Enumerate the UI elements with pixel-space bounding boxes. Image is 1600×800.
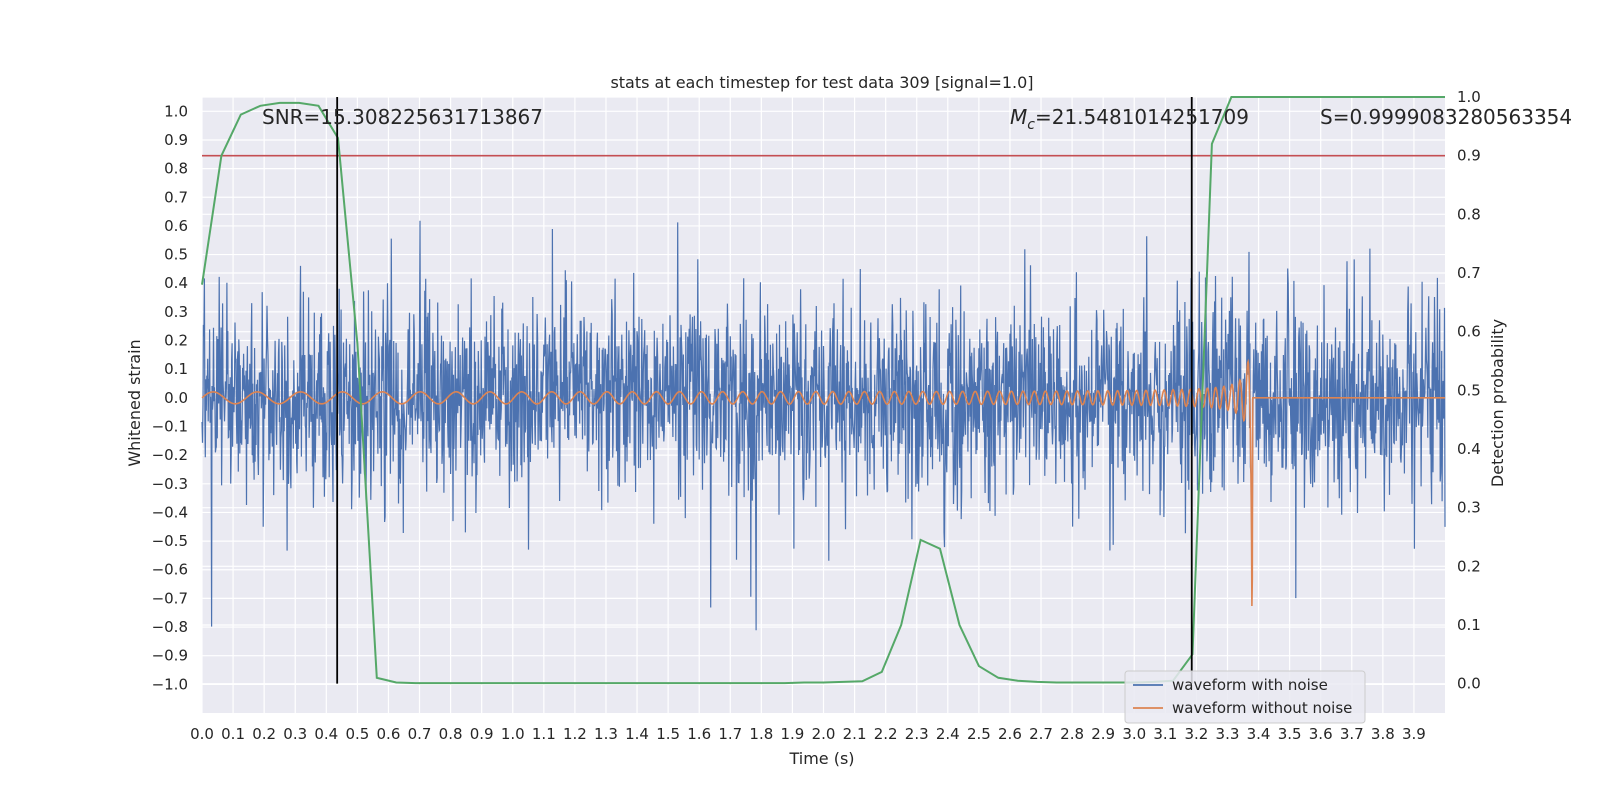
series-detection-probability — [201, 96, 1445, 685]
x-tick-label: 0.3 — [283, 725, 307, 743]
right-tick-label: 0.6 — [1457, 323, 1481, 341]
y-tick-label: 0.0 — [164, 389, 188, 407]
y-tick-label: −0.1 — [152, 417, 188, 435]
x-tick-label: 3.2 — [1184, 725, 1208, 743]
y-tick-label: 0.2 — [164, 332, 188, 350]
right-axis-label: Detection probability — [1488, 319, 1507, 487]
y-tick-label: 0.5 — [164, 246, 188, 264]
x-tick-label: 0.2 — [252, 725, 276, 743]
legend-box — [1124, 670, 1366, 724]
right-tick-label: 0.3 — [1457, 499, 1481, 517]
y-tick-label: 0.8 — [164, 160, 188, 178]
y-tick-label: −0.4 — [152, 503, 188, 521]
y-tick-label: −0.8 — [152, 618, 188, 636]
x-tick-label: 2.4 — [936, 725, 960, 743]
x-tick-label: 3.5 — [1278, 725, 1302, 743]
x-tick-label: 3.3 — [1216, 725, 1240, 743]
x-tick-label: 0.8 — [439, 725, 463, 743]
chirp-mass-annotation: Mc=21.5481014251709 — [1010, 105, 1249, 133]
right-tick-label: 0.8 — [1457, 205, 1481, 223]
y-axis-label: Whitened strain — [125, 339, 144, 466]
x-tick-label: 2.7 — [1029, 725, 1053, 743]
chirp-mass-symbol: M — [1010, 105, 1027, 129]
x-tick-label: 1.3 — [594, 725, 618, 743]
x-tick-label: 2.9 — [1091, 725, 1115, 743]
right-tick-label: 0.2 — [1457, 557, 1481, 575]
chirp-mass-value: =21.5481014251709 — [1035, 105, 1249, 129]
noise-line — [201, 220, 1446, 631]
x-tick-label: 1.7 — [718, 725, 742, 743]
y-tick-label: 0.9 — [164, 131, 188, 149]
series-waveform-with-noise — [201, 220, 1446, 631]
y-tick-label: −1.0 — [152, 675, 188, 693]
x-tick-label: 2.6 — [998, 725, 1022, 743]
x-axis-ticks: 0.0 0.1 0.2 0.3 0.4 0.5 0.6 0.7 0.8 0.9 1.0 1.1 1.2 1… — [190, 725, 1426, 743]
y-tick-label: −0.2 — [152, 446, 188, 464]
legend: waveform with noise waveform without noi… — [1124, 670, 1366, 724]
legend-label-clean: waveform without noise — [1172, 699, 1352, 717]
right-tick-label: 0.5 — [1457, 381, 1481, 399]
x-tick-label: 2.2 — [874, 725, 898, 743]
legend-label-noise: waveform with noise — [1172, 676, 1328, 694]
x-tick-label: 0.0 — [190, 725, 214, 743]
right-tick-label: 0.7 — [1457, 264, 1481, 282]
y-tick-label: −0.6 — [152, 561, 188, 579]
x-tick-label: 1.4 — [625, 725, 649, 743]
chart-title: stats at each timestep for test data 309… — [610, 73, 1033, 92]
right-tick-label: 0.0 — [1457, 675, 1481, 693]
x-tick-label: 2.8 — [1060, 725, 1084, 743]
x-tick-label: 2.1 — [843, 725, 867, 743]
x-tick-label: 1.0 — [501, 725, 525, 743]
x-tick-label: 3.9 — [1402, 725, 1426, 743]
x-tick-label: 1.1 — [532, 725, 556, 743]
y-tick-label: 0.7 — [164, 188, 188, 206]
x-tick-label: 3.4 — [1247, 725, 1271, 743]
x-tick-label: 1.8 — [749, 725, 773, 743]
right-tick-label: 0.4 — [1457, 440, 1481, 458]
chirp-mass-subscript: c — [1027, 117, 1035, 133]
x-tick-label: 1.6 — [687, 725, 711, 743]
y-tick-label: 0.6 — [164, 217, 188, 235]
x-tick-label: 3.1 — [1153, 725, 1177, 743]
x-tick-label: 0.5 — [345, 725, 369, 743]
y-tick-label: −0.3 — [152, 475, 188, 493]
y-tick-label: 1.0 — [164, 102, 188, 120]
y-tick-label: 0.1 — [164, 360, 188, 378]
x-tick-label: 1.5 — [656, 725, 680, 743]
x-tick-label: 0.9 — [470, 725, 494, 743]
right-tick-label: 0.9 — [1457, 147, 1481, 165]
x-tick-label: 1.9 — [780, 725, 804, 743]
y-tick-label: −0.5 — [152, 532, 188, 550]
x-tick-label: 0.6 — [377, 725, 401, 743]
right-axis-ticks: 0.0 0.1 0.2 0.3 0.4 0.5 0.6 0.7 0.8 0.9 1.0 — [1457, 88, 1481, 693]
x-tick-label: 0.7 — [408, 725, 432, 743]
y-tick-label: −0.9 — [152, 647, 188, 665]
y-tick-label: 0.3 — [164, 303, 188, 321]
x-tick-label: 0.4 — [314, 725, 338, 743]
x-tick-label: 3.8 — [1371, 725, 1395, 743]
y-tick-label: 0.4 — [164, 274, 188, 292]
x-tick-label: 2.0 — [812, 725, 836, 743]
probability-line — [201, 96, 1445, 685]
y-axis-ticks: −1.0 −0.9 −0.8 −0.7 −0.6 −0.5 −0.4 −0.3 −0.2 −0.1… — [152, 102, 188, 693]
right-tick-label: 1.0 — [1457, 88, 1481, 106]
y-tick-label: −0.7 — [152, 589, 188, 607]
significance-annotation: S=0.9999083280563354 — [1320, 105, 1572, 129]
x-tick-label: 3.0 — [1122, 725, 1146, 743]
right-tick-label: 0.1 — [1457, 616, 1481, 634]
clean-line — [201, 358, 1445, 607]
vertical-markers — [336, 97, 1193, 684]
series-waveform-without-noise — [201, 358, 1445, 607]
x-tick-label: 1.2 — [563, 725, 587, 743]
x-tick-label: 0.1 — [221, 725, 245, 743]
x-tick-label: 2.3 — [905, 725, 929, 743]
x-axis-label: Time (s) — [788, 749, 854, 768]
x-tick-label: 2.5 — [967, 725, 991, 743]
x-tick-label: 3.7 — [1340, 725, 1364, 743]
snr-annotation: SNR=15.308225631713867 — [262, 105, 543, 129]
x-tick-label: 3.6 — [1309, 725, 1333, 743]
